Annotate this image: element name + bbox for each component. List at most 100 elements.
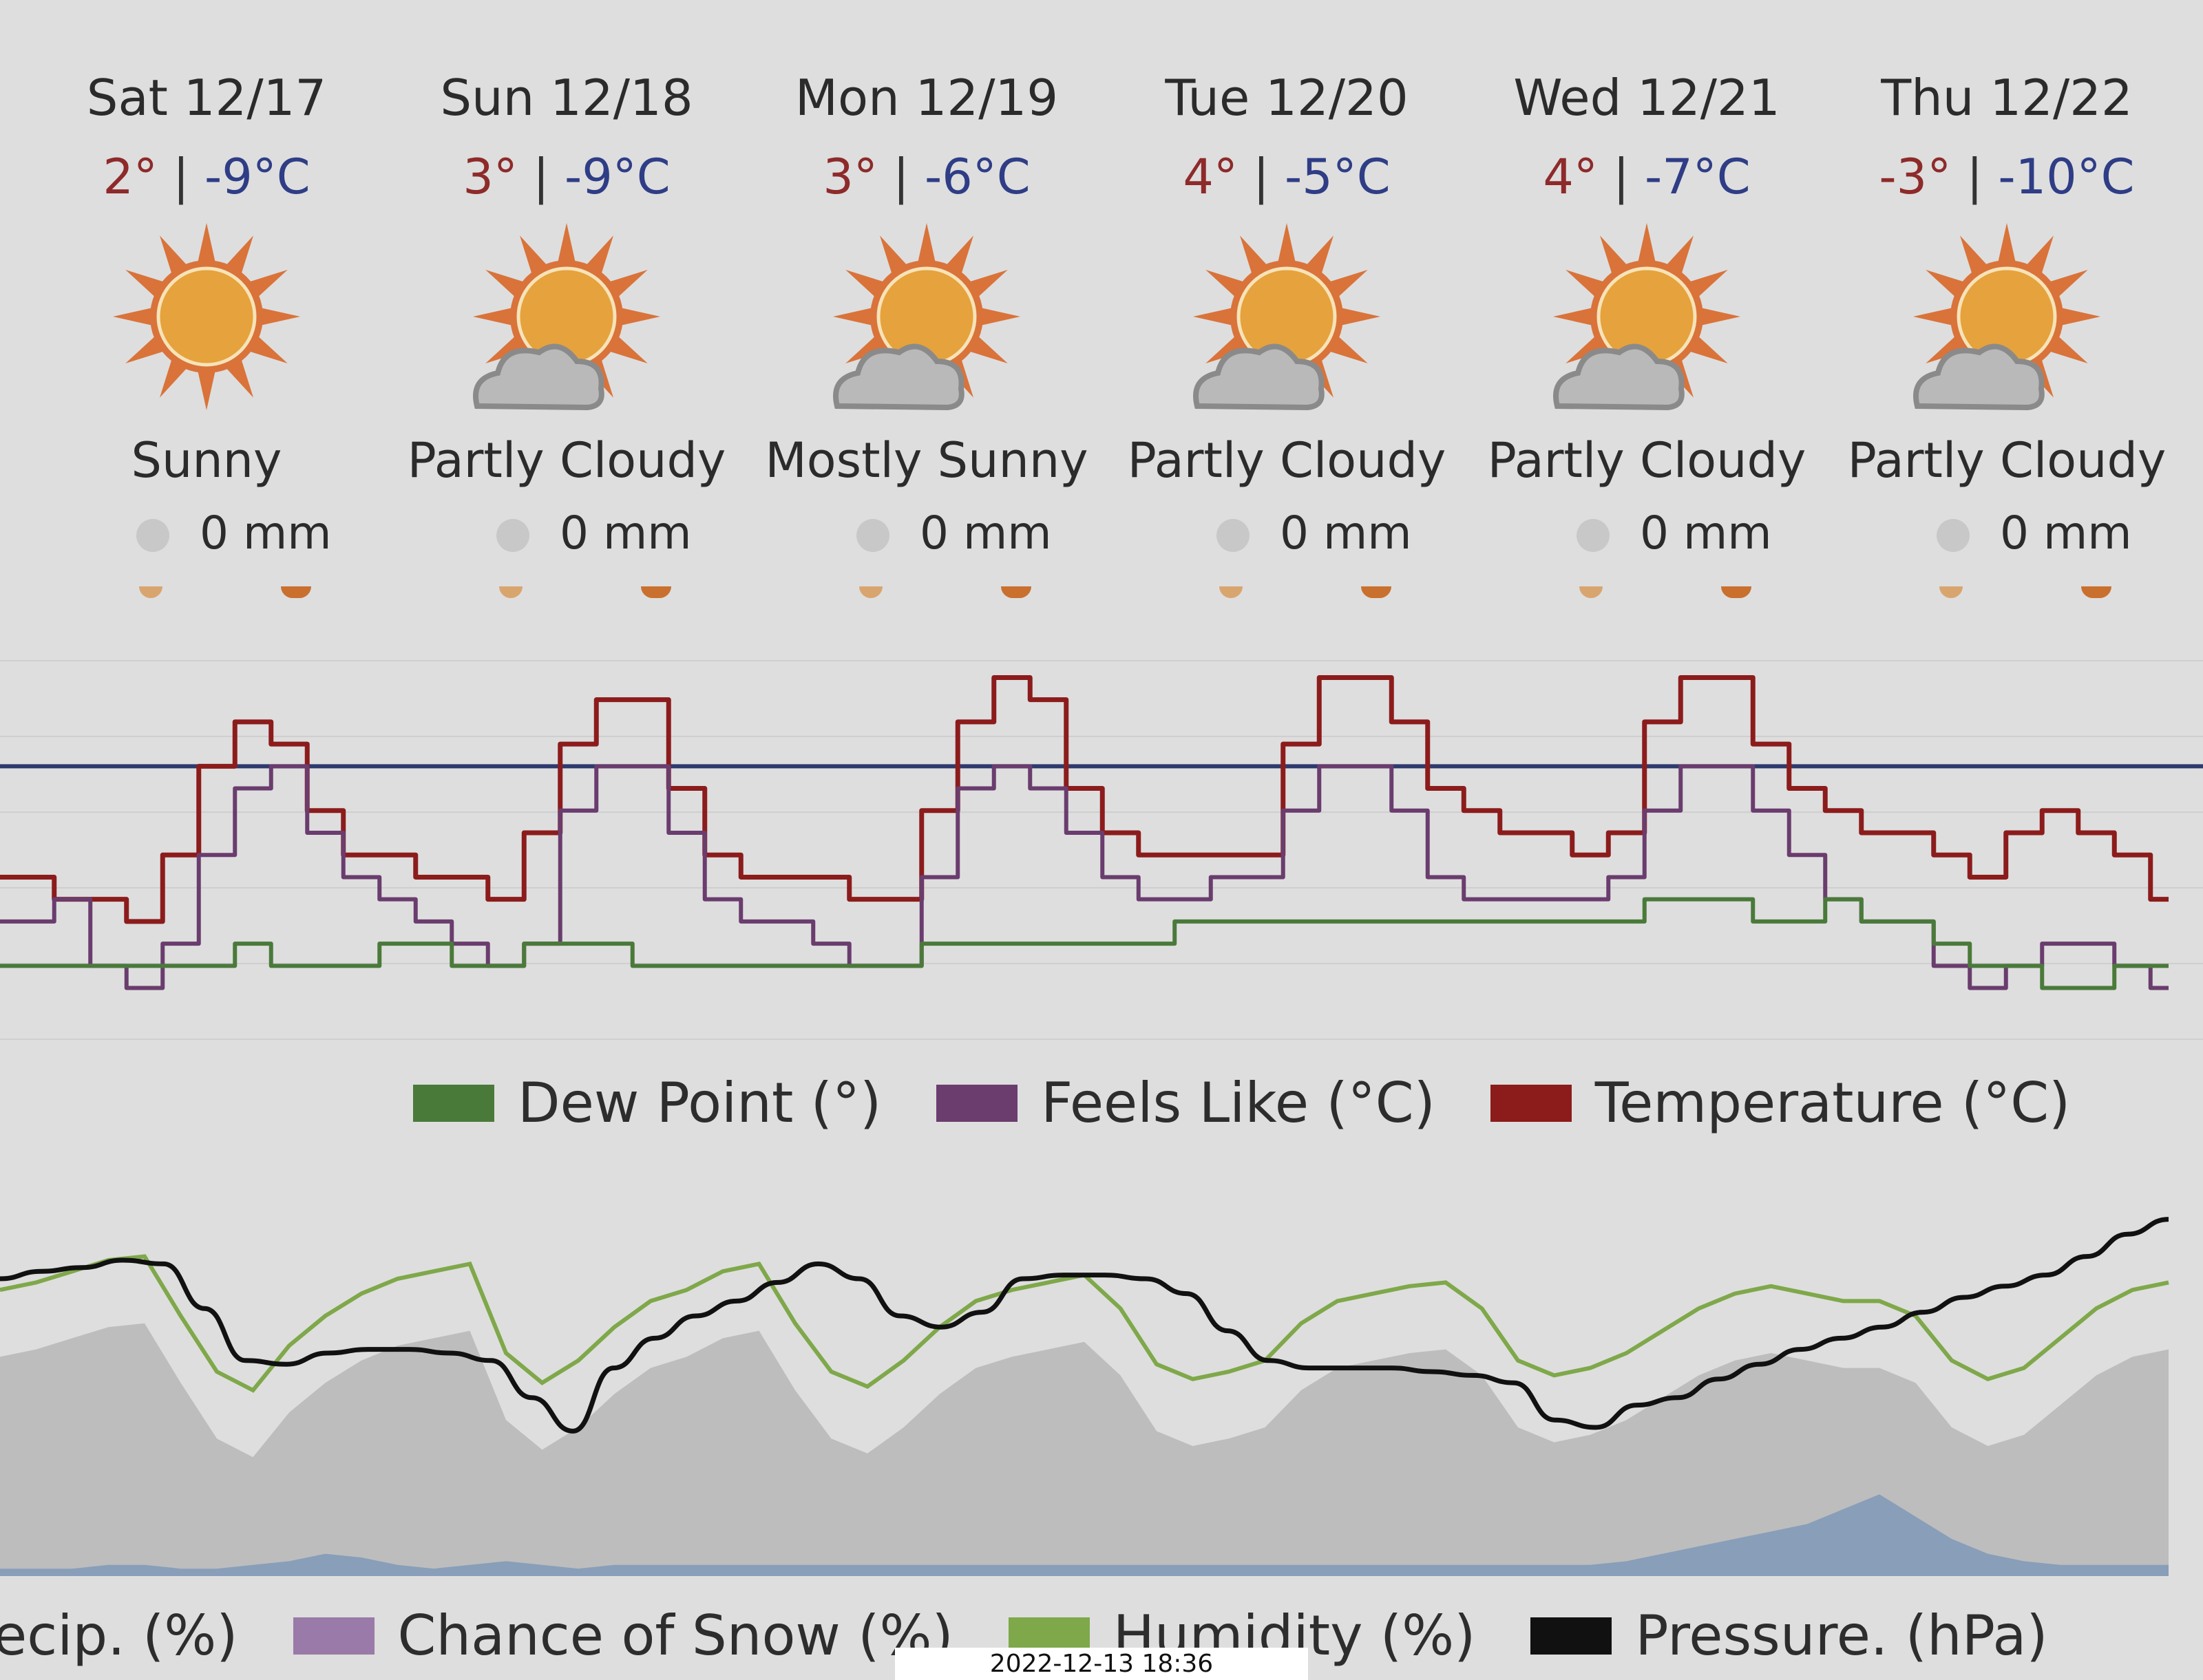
sunset-icon [641, 586, 671, 598]
dew-point-line [0, 897, 2169, 990]
humidity-pressure-chart-legend: ecip. (%) Chance of Snow (%) Humidity (%) P… [0, 1604, 2103, 1668]
day-label: Sun 12/18 [440, 69, 693, 127]
high-temp: 4° [1543, 149, 1598, 205]
legend-item-3[interactable]: Pressure. (hPa) [1530, 1604, 2048, 1668]
day-forecast-0: Sat 12/17 2° | -9°C Sunny 0 mm [28, 0, 386, 619]
day-temperatures: -3° | -10°C [1828, 149, 2186, 205]
precip-amount: 0 mm [920, 507, 1052, 560]
temp-separator: | [1966, 149, 1983, 205]
sun-markers [1468, 586, 1826, 607]
temperature-chart [0, 660, 2203, 1040]
sun-cloud-icon [1193, 223, 1380, 411]
temperature-chart-legend: Dew Point (°) Feels Like (°C) Temperature … [413, 1071, 2125, 1135]
photo-timestamp: 2022-12-13 18:36 [895, 1648, 1308, 1680]
sunrise-icon [499, 586, 523, 598]
sunrise-icon [859, 586, 883, 598]
sun-icon [113, 223, 300, 410]
high-temp: -3° [1879, 149, 1952, 205]
low-temp: -7°C [1645, 149, 1751, 205]
condition-label: Mostly Sunny [765, 432, 1088, 489]
raindrop-icon [1937, 519, 1970, 552]
snow-area [0, 1494, 2169, 1576]
legend-swatch [293, 1617, 375, 1655]
sun-markers [1828, 586, 2186, 607]
day-label: Thu 12/22 [1881, 69, 2133, 127]
sun-markers [748, 586, 1106, 607]
precipitation: 0 mm [1468, 507, 1826, 568]
condition-label: Sunny [131, 432, 282, 489]
day-forecast-5: Thu 12/22 -3° | -10°C Partly Cloudy 0 mm [1828, 0, 2186, 619]
condition-label: Partly Cloudy [1847, 432, 2167, 489]
low-temp: -6°C [925, 149, 1031, 205]
legend-label: ecip. (%) [0, 1604, 238, 1668]
sunrise-icon [1219, 586, 1243, 598]
low-temp: -10°C [1998, 149, 2135, 205]
precip-amount: 0 mm [560, 507, 692, 560]
legend-item-0[interactable]: Dew Point (°) [413, 1071, 881, 1135]
sun-cloud-icon [473, 223, 660, 411]
day-forecast-2: Mon 12/19 3° | -6°C Mostly Sunny 0 mm [748, 0, 1106, 619]
sun-markers [388, 586, 746, 607]
day-label: Mon 12/19 [794, 69, 1059, 127]
precip-amount: 0 mm [1280, 507, 1412, 560]
raindrop-icon [1216, 519, 1250, 552]
feels-like-line [0, 764, 2169, 990]
legend-label: Dew Point (°) [518, 1071, 882, 1135]
humidity-pressure-chart [0, 1217, 2169, 1576]
sun-markers [28, 586, 386, 607]
precip-amount: 0 mm [2000, 507, 2132, 560]
legend-label: Feels Like (°C) [1041, 1071, 1435, 1135]
high-temp: 2° [103, 149, 158, 205]
precipitation: 0 mm [1108, 507, 1466, 568]
temperature-line [0, 674, 2169, 924]
sunrise-icon [1579, 586, 1603, 598]
day-forecast-4: Wed 12/21 4° | -7°C Partly Cloudy 0 mm [1468, 0, 1826, 619]
precipitation: 0 mm [28, 507, 386, 568]
sunset-icon [1001, 586, 1031, 598]
sun-cloud-icon [1553, 223, 1740, 411]
low-temp: -5°C [1285, 149, 1391, 205]
legend-item-1[interactable]: Feels Like (°C) [936, 1071, 1435, 1135]
sunrise-icon [139, 586, 162, 598]
condition-label: Partly Cloudy [1127, 432, 1446, 489]
condition-label: Partly Cloudy [1487, 432, 1806, 489]
sunset-icon [281, 586, 311, 598]
legend-label: Chance of Snow (%) [397, 1604, 953, 1668]
sunset-icon [2081, 586, 2111, 598]
condition-label: Partly Cloudy [407, 432, 726, 489]
raindrop-icon [496, 519, 529, 552]
raindrop-icon [136, 519, 169, 552]
precipitation: 0 mm [388, 507, 746, 568]
temp-separator: | [533, 149, 549, 205]
low-temp: -9°C [204, 149, 310, 205]
legend-swatch [1530, 1617, 1612, 1655]
legend-swatch [413, 1084, 494, 1122]
precip-amount: 0 mm [1640, 507, 1772, 560]
raindrop-icon [1577, 519, 1610, 552]
legend-item-1[interactable]: Chance of Snow (%) [293, 1604, 953, 1668]
day-temperatures: 2° | -9°C [28, 149, 386, 205]
legend-swatch [936, 1084, 1018, 1122]
sun-markers [1108, 586, 1466, 607]
sunset-icon [1721, 586, 1751, 598]
day-temperatures: 3° | -6°C [748, 149, 1106, 205]
temp-separator: | [1613, 149, 1630, 205]
sunrise-icon [1939, 586, 1963, 598]
day-temperatures: 3° | -9°C [388, 149, 746, 205]
sun-cloud-icon [833, 223, 1020, 411]
legend-item-2[interactable]: Temperature (°C) [1490, 1071, 2070, 1135]
day-label: Tue 12/20 [1165, 69, 1409, 127]
pressure-line [0, 1217, 2169, 1434]
day-label: Wed 12/21 [1513, 69, 1780, 127]
sunset-icon [1361, 586, 1391, 598]
legend-item-0[interactable]: ecip. (%) [0, 1604, 238, 1668]
temp-separator: | [1253, 149, 1269, 205]
high-temp: 4° [1183, 149, 1238, 205]
temp-separator: | [893, 149, 909, 205]
day-forecast-1: Sun 12/18 3° | -9°C Partly Cloudy 0 mm [388, 0, 746, 619]
high-temp: 3° [823, 149, 878, 205]
day-temperatures: 4° | -5°C [1108, 149, 1466, 205]
day-temperatures: 4° | -7°C [1468, 149, 1826, 205]
day-forecast-3: Tue 12/20 4° | -5°C Partly Cloudy 0 mm [1108, 0, 1466, 619]
